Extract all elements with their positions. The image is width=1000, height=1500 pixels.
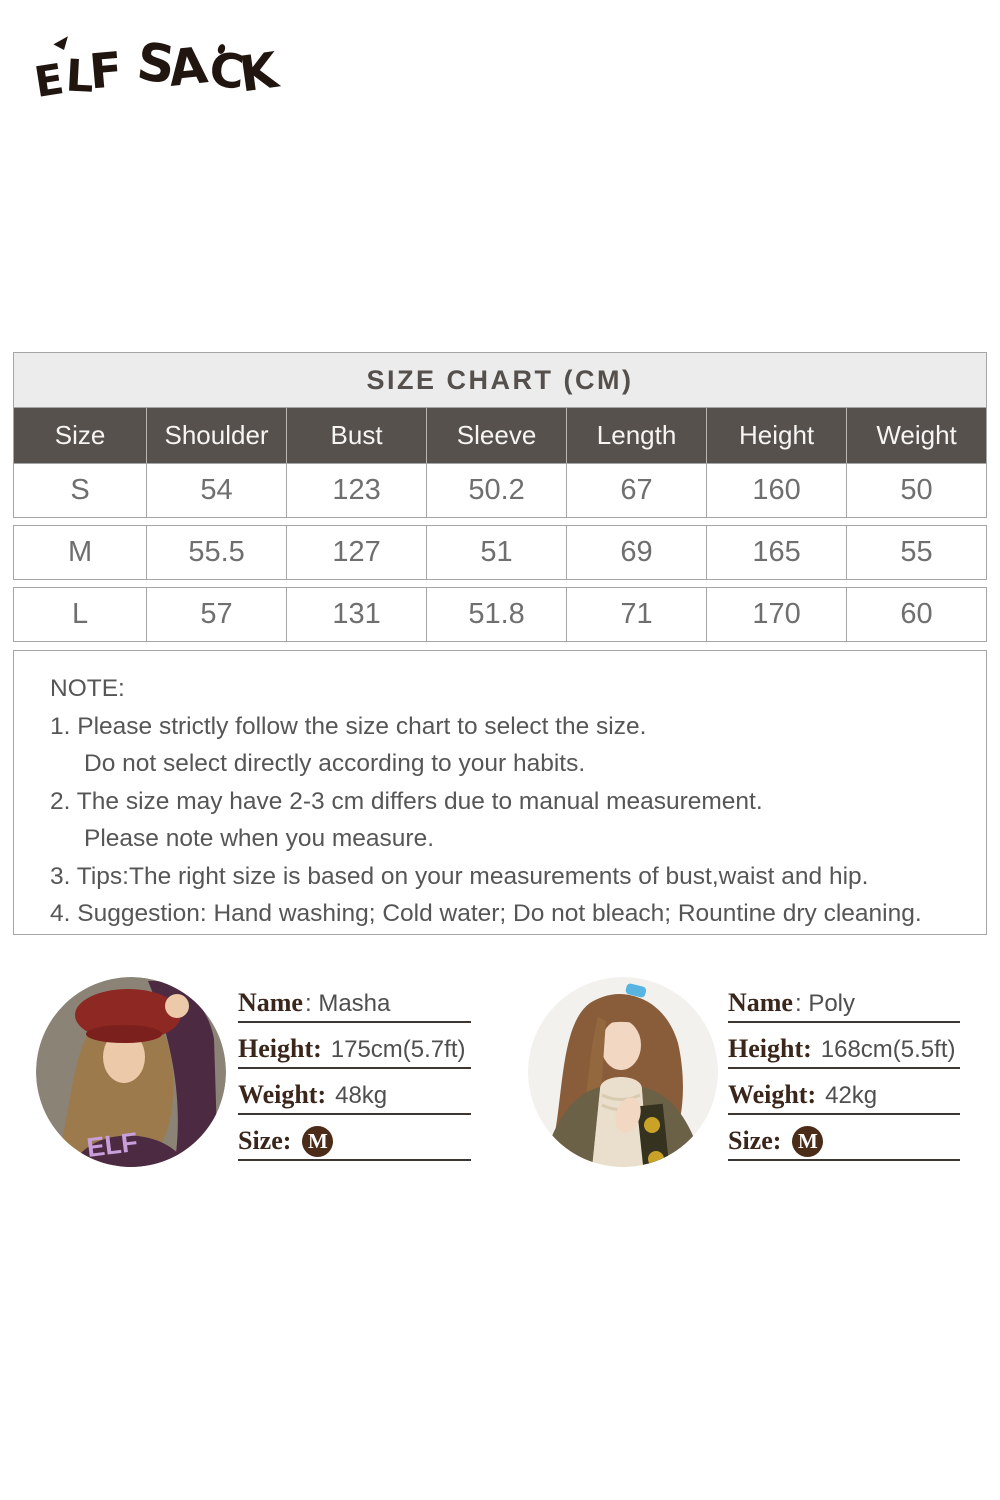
- cell-l-height: 170: [706, 588, 846, 641]
- note-line-1b: Do not select directly according to your…: [84, 750, 586, 777]
- cell-s-length: 67: [566, 464, 706, 517]
- size-chart-title: SIZE CHART (CM): [13, 352, 987, 408]
- header-cell-length: Length: [566, 408, 706, 463]
- header-cell-weight: Weight: [846, 408, 986, 463]
- model-photo-print: ELF: [85, 1127, 139, 1163]
- table-row-s: S 54 123 50.2 67 160 50: [13, 463, 987, 518]
- cell-m-weight: 55: [846, 526, 986, 579]
- height-value: 175cm(5.7ft): [330, 1035, 466, 1063]
- height-value: 168cm(5.5ft): [820, 1035, 956, 1063]
- cell-l-weight: 60: [846, 588, 986, 641]
- table-row-m: M 55.5 127 51 69 165 55: [13, 525, 987, 580]
- note-box: NOTE: 1. Please strictly follow the size…: [13, 650, 987, 935]
- name-value: : Poly: [794, 989, 856, 1017]
- logo-accent-triangle-icon: [53, 32, 71, 50]
- header-cell-size: Size: [54, 420, 106, 450]
- name-value: : Masha: [304, 989, 391, 1017]
- cell-m-bust: 127: [286, 526, 426, 579]
- model-info-poly: Name : Poly Height: 168cm(5.5ft) Weight:…: [728, 977, 960, 1161]
- model-weight-row: Weight: 48kg: [238, 1069, 471, 1115]
- name-label: Name: [238, 988, 303, 1017]
- height-label: Height:: [238, 1034, 322, 1063]
- cell-s-weight: 50: [846, 464, 986, 517]
- note-line-1: 1. Please strictly follow the size chart…: [50, 712, 647, 740]
- note-heading: NOTE:: [50, 675, 125, 702]
- name-label: Name: [728, 988, 793, 1017]
- model-photo-poly: [528, 977, 718, 1167]
- brand-logo: ELF SACK: [30, 32, 282, 122]
- cell-s-bust: 123: [286, 464, 426, 517]
- header-cell-shoulder: Shoulder: [146, 408, 286, 463]
- table-row-l: L 57 131 51.8 71 170 60: [13, 587, 987, 642]
- header-cell-height: Height: [706, 408, 846, 463]
- model-info-masha: Name : Masha Height: 175cm(5.7ft) Weight…: [238, 977, 471, 1161]
- cell-l-sleeve: 51.8: [426, 588, 566, 641]
- size-label: Size:: [728, 1126, 782, 1155]
- header-cell-sleeve: Sleeve: [426, 408, 566, 463]
- header-cell-bust: Bust: [286, 408, 426, 463]
- cell-l-bust: 131: [286, 588, 426, 641]
- cell-s-sleeve: 50.2: [426, 464, 566, 517]
- cell-s-shoulder: 54: [146, 464, 286, 517]
- size-badge: M: [792, 1126, 824, 1157]
- note-line-2: 2. The size may have 2-3 cm differs due …: [50, 787, 763, 815]
- model-height-row: Height: 175cm(5.7ft): [238, 1023, 471, 1069]
- model-height-row: Height: 168cm(5.5ft): [728, 1023, 960, 1069]
- cell-l-size: L: [71, 598, 89, 630]
- size-label: Size:: [238, 1126, 292, 1155]
- size-chart: SIZE CHART (CM) Size Shoulder Bust Sleev…: [13, 352, 987, 935]
- model-size-row: Size: M: [728, 1115, 960, 1161]
- cell-l-length: 71: [566, 588, 706, 641]
- weight-label: Weight:: [238, 1080, 327, 1109]
- size-badge: M: [302, 1126, 334, 1157]
- cell-m-length: 69: [566, 526, 706, 579]
- size-chart-header-row: Size Shoulder Bust Sleeve Length Height …: [13, 408, 987, 463]
- cell-m-height: 165: [706, 526, 846, 579]
- model-name-row: Name : Poly: [728, 977, 960, 1023]
- model-photo-masha: ELF: [36, 977, 226, 1167]
- cell-s-height: 160: [706, 464, 846, 517]
- model-weight-row: Weight: 42kg: [728, 1069, 960, 1115]
- model-name-row: Name : Masha: [238, 977, 471, 1023]
- note-line-3: 3. Tips:The right size is based on your …: [50, 862, 869, 890]
- note-line-4: 4. Suggestion: Hand washing; Cold water;…: [50, 900, 922, 927]
- weight-value: 42kg: [825, 1081, 878, 1109]
- height-label: Height:: [728, 1034, 812, 1063]
- model-card-masha: ELF Name : Masha Height: 175cm(5.7ft) We…: [36, 977, 472, 1177]
- cell-m-shoulder: 55.5: [146, 526, 286, 579]
- brand-logo-text: ELF SACK: [30, 32, 282, 108]
- model-card-poly: Name : Poly Height: 168cm(5.5ft) Weight:…: [528, 977, 960, 1177]
- cell-m-sleeve: 51: [426, 526, 566, 579]
- model-size-row: Size: M: [238, 1115, 471, 1161]
- cell-m-size: M: [67, 536, 93, 568]
- weight-label: Weight:: [728, 1080, 817, 1109]
- note-line-2b: Please note when you measure.: [84, 825, 435, 852]
- cell-s-size: S: [70, 474, 90, 506]
- weight-value: 48kg: [335, 1081, 388, 1109]
- cell-l-shoulder: 57: [146, 588, 286, 641]
